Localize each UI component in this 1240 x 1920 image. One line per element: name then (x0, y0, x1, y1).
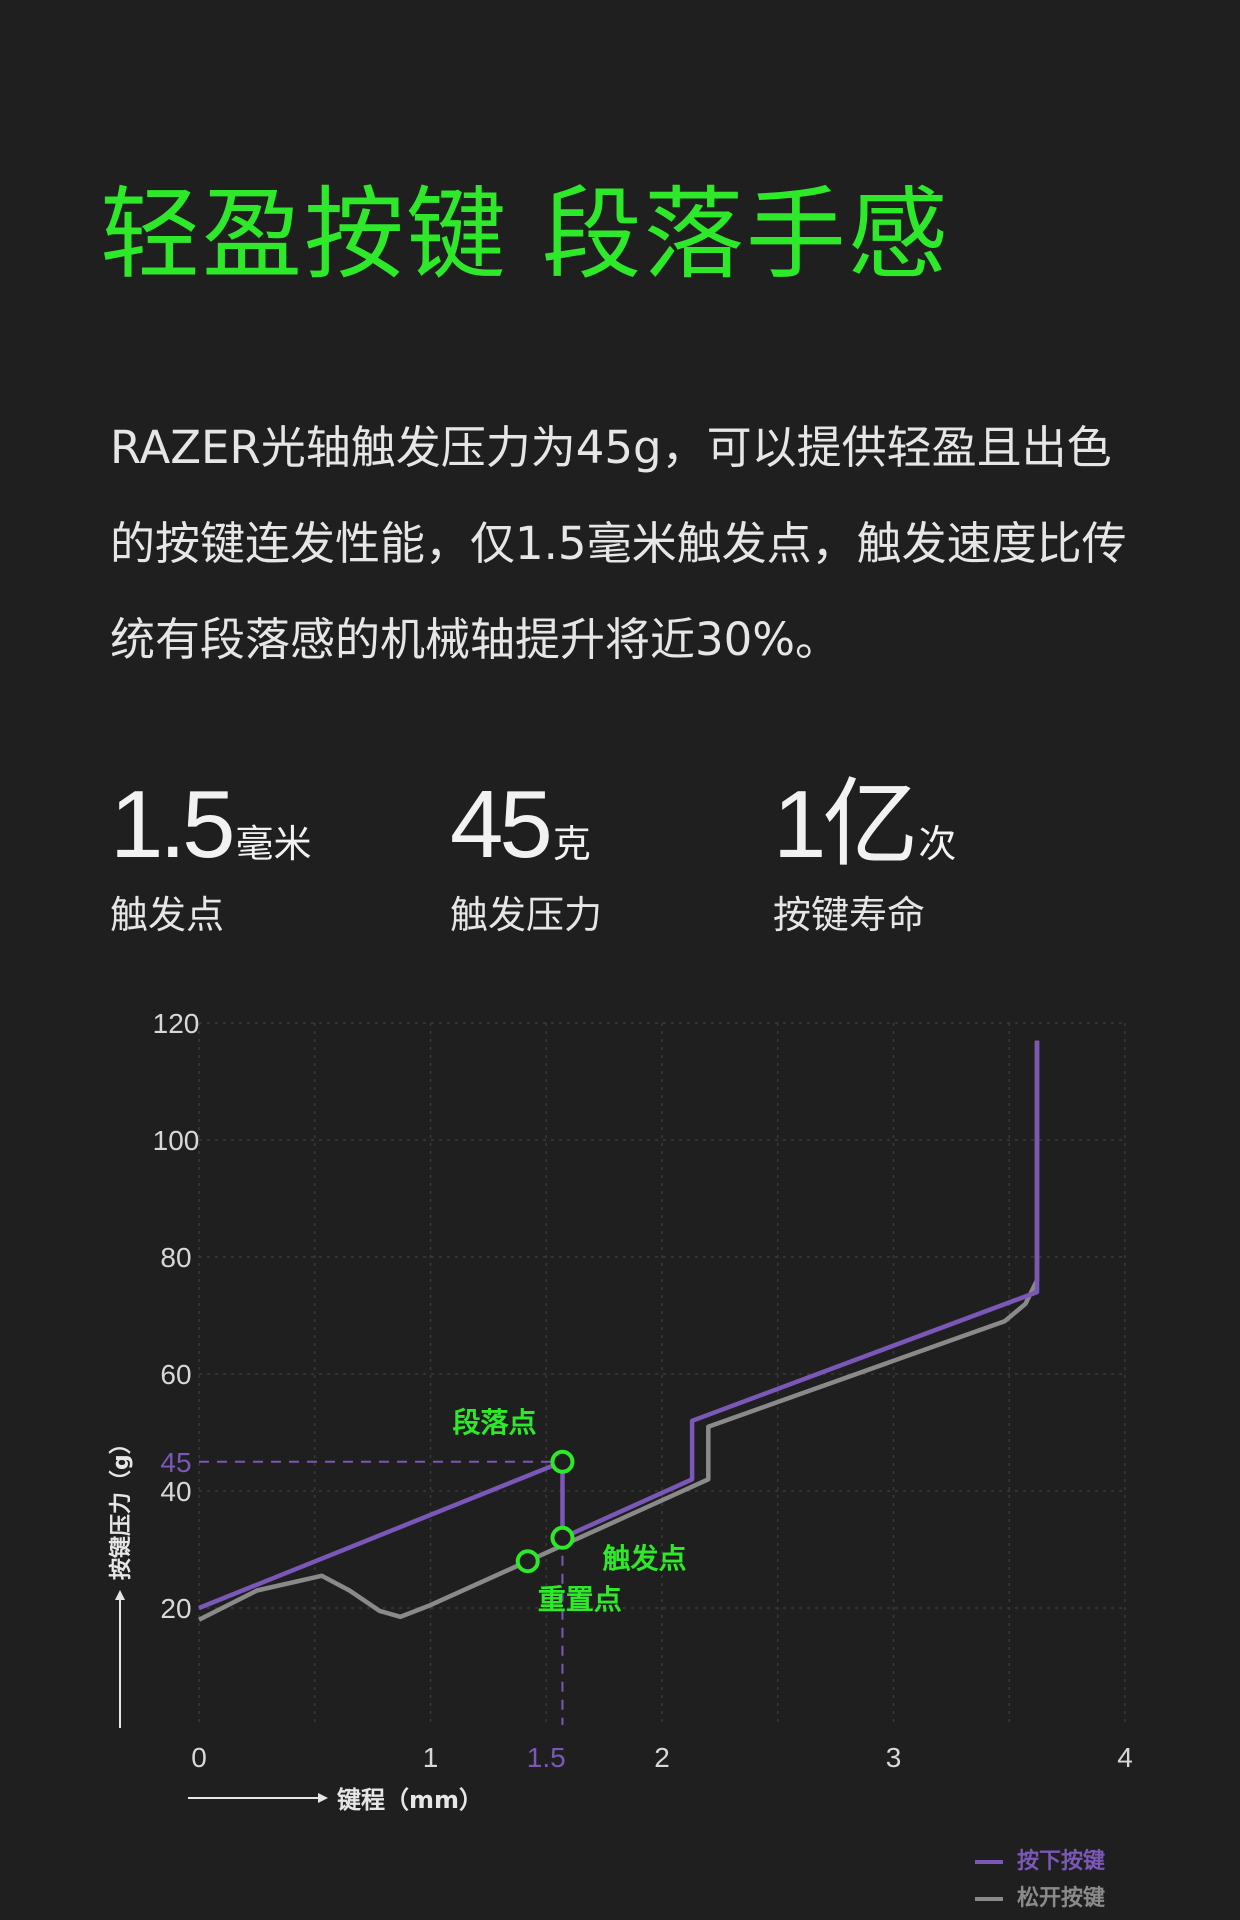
description: RAZER光轴触发压力为45g，可以提供轻盈且出色的按键连发性能，仅1.5毫米触… (110, 421, 1127, 666)
x-axis-arrowhead (318, 1793, 328, 1803)
series-line-press (198, 1040, 1040, 1611)
page-title: 轻盈按键 段落手感 (100, 176, 950, 293)
y-axis-arrowhead (115, 1590, 125, 1600)
stat-label: 按键寿命 (773, 893, 926, 937)
y-tick-label: 100 (153, 1125, 200, 1156)
y-tick-label: 45 (160, 1447, 191, 1478)
stat-value: 1.5 (110, 771, 235, 878)
legend-swatch (975, 1897, 1003, 1901)
x-tick-label: 3 (886, 1742, 902, 1773)
x-tick-label: 4 (1117, 1742, 1133, 1773)
stat-lifespan: 1亿次 按键寿命 (773, 775, 956, 939)
x-tick-label: 2 (654, 1742, 670, 1773)
y-tick-label: 60 (160, 1359, 191, 1390)
stat-label: 触发点 (110, 893, 225, 937)
stat-actuation-point: 1.5 毫米 触发点 (110, 775, 311, 939)
annotation-marker (550, 1525, 575, 1550)
stat-unit: 毫米 (235, 824, 312, 866)
grid (198, 1022, 1126, 1725)
stat-unit: 克 (552, 824, 591, 866)
annotation-marker (515, 1549, 540, 1574)
x-tick-label: 1.5 (527, 1742, 566, 1773)
stat-label: 触发压力 (450, 893, 603, 937)
x-tick-label: 0 (191, 1742, 207, 1773)
x-axis-label: 键程（mm） (337, 1786, 483, 1814)
y-tick-label: 40 (160, 1476, 191, 1507)
annotation-label: 重置点 (538, 1583, 622, 1616)
series-line-release (197, 1040, 1040, 1622)
legend-item-press: 按下按键 (975, 1843, 1105, 1875)
axis-labels: 键程（mm） 按键压力（g） (108, 1432, 483, 1814)
annotation-label: 段落点 (452, 1406, 536, 1439)
y-tick-label: 120 (153, 1008, 200, 1039)
y-tick-label: 20 (160, 1593, 191, 1624)
annotation-label: 触发点 (602, 1542, 686, 1575)
y-axis-label: 按键压力（g） (108, 1432, 134, 1580)
series-lines (197, 1040, 1040, 1622)
y-tick-label: 80 (160, 1242, 191, 1273)
legend-label: 松开按键 (1017, 1886, 1106, 1911)
legend-item-release: 松开按键 (975, 1880, 1105, 1912)
legend-swatch (975, 1860, 1003, 1864)
stat-unit: 次 (918, 824, 957, 866)
stat-value: 1亿 (773, 771, 918, 878)
legend-label: 按下按键 (1017, 1849, 1106, 1874)
stat-actuation-force: 45 克 触发压力 (450, 775, 602, 939)
stat-value: 45 (450, 771, 553, 878)
x-tick-label: 1 (423, 1742, 439, 1773)
annotation-marker (550, 1449, 575, 1474)
